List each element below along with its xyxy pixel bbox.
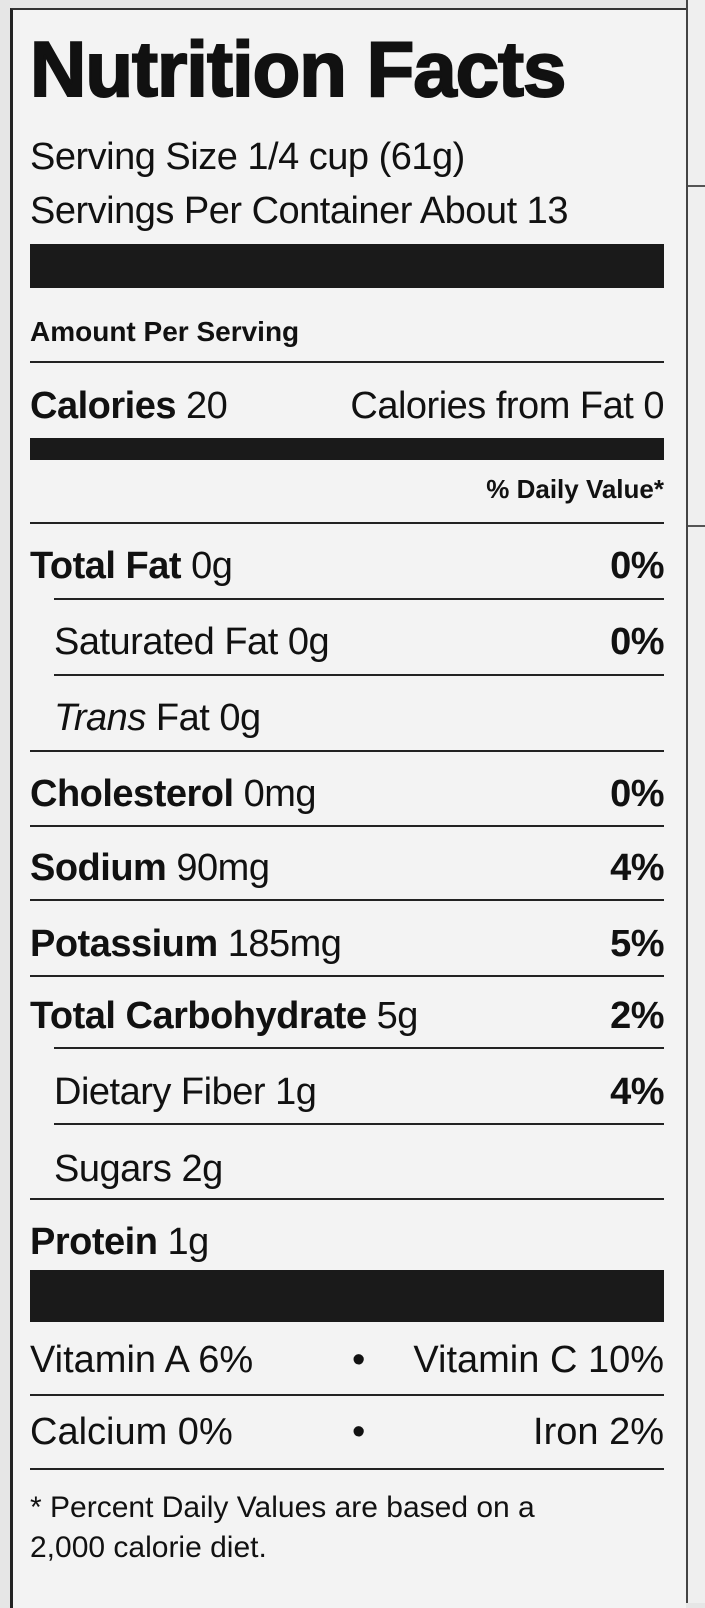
serving-size: Serving Size 1/4 cup (61g) <box>30 136 465 178</box>
nutrient-amount: 2g <box>181 1148 223 1190</box>
nutrient-amount: 0mg <box>243 773 317 815</box>
nutrient-row-total-carbohydrate: Total Carbohydrate 5g 2% <box>30 992 664 1040</box>
medium-divider <box>30 438 664 460</box>
bullet-separator: • <box>352 1411 366 1453</box>
divider <box>30 825 664 827</box>
footnote: * Percent Daily Values are based on a 2,… <box>30 1488 535 1568</box>
nutrient-row-saturated-fat: Saturated Fat 0g 0% <box>30 618 664 666</box>
thick-divider-bottom <box>30 1270 664 1322</box>
nutrient-amount: 1g <box>275 1071 317 1113</box>
nutrient-name: Sodium <box>30 847 167 889</box>
nutrient-daily-value: 5% <box>610 923 664 965</box>
nutrient-name: Dietary Fiber <box>54 1071 266 1113</box>
divider <box>54 1047 664 1049</box>
nutrient-name: Total Fat <box>30 545 182 587</box>
divider <box>54 674 664 676</box>
divider <box>30 522 664 524</box>
vitamin-row-2: Calcium 0% • Iron 2% <box>30 1408 664 1456</box>
nutrient-daily-value: 0% <box>610 773 664 815</box>
divider <box>54 1123 664 1125</box>
nutrient-name: Sugars <box>54 1148 172 1190</box>
panel-divider <box>688 185 705 187</box>
vitamin-row-1: Vitamin A 6% • Vitamin C 10% <box>30 1336 664 1384</box>
divider <box>30 1468 664 1470</box>
vitamin-c: Vitamin C 10% <box>413 1339 664 1381</box>
divider <box>54 598 664 600</box>
calories-from-fat: Calories from Fat 0 <box>350 385 664 427</box>
nutrition-label-content: Nutrition Facts Serving Size 1/4 cup (61… <box>29 10 664 1608</box>
divider <box>30 1198 664 1200</box>
servings-per-container: Servings Per Container About 13 <box>30 190 568 232</box>
vitamin-a: Vitamin A 6% <box>30 1339 254 1381</box>
nutrient-amount: 1g <box>167 1221 209 1263</box>
nutrient-daily-value: 4% <box>610 1071 664 1113</box>
nutrient-amount: 185mg <box>227 923 342 965</box>
thick-divider-top <box>30 244 664 288</box>
nutrient-row-protein: Protein 1g <box>30 1218 664 1266</box>
nutrition-label: Nutrition Facts Serving Size 1/4 cup (61… <box>10 8 686 1608</box>
nutrient-name: Saturated Fat <box>54 621 278 663</box>
divider <box>30 899 664 901</box>
nutrient-name: Potassium <box>30 923 218 965</box>
nutrient-row-potassium: Potassium 185mg 5% <box>30 920 664 968</box>
nutrient-name: Total Carbohydrate <box>30 995 367 1037</box>
nutrient-row-dietary-fiber: Dietary Fiber 1g 4% <box>30 1068 664 1116</box>
footnote-line-2: 2,000 calorie diet. <box>30 1531 267 1564</box>
nutrient-row-total-fat: Total Fat 0g 0% <box>30 542 664 590</box>
panel-divider <box>688 525 705 527</box>
nutrient-row-trans-fat: Trans Fat 0g <box>30 694 664 742</box>
daily-value-header: % Daily Value* <box>486 474 664 504</box>
nutrient-name-italic: Trans <box>54 697 146 739</box>
nutrient-amount: 90mg <box>176 847 270 889</box>
calories-row: Calories 20 Calories from Fat 0 <box>30 382 664 430</box>
divider <box>30 361 664 363</box>
bullet-separator: • <box>352 1339 366 1381</box>
calories-label: Calories <box>30 385 176 427</box>
nutrient-name: Cholesterol <box>30 773 234 815</box>
nutrient-daily-value: 4% <box>610 847 664 889</box>
nutrient-name: Protein <box>30 1221 158 1263</box>
nutrient-daily-value: 0% <box>610 621 664 663</box>
nutrient-amount: 0g <box>191 545 233 587</box>
nutrient-daily-value: 0% <box>610 545 664 587</box>
amount-per-serving: Amount Per Serving <box>30 316 300 347</box>
nutrient-row-sugars: Sugars 2g <box>30 1145 664 1193</box>
divider <box>30 750 664 752</box>
adjacent-panel-edge <box>686 0 705 1603</box>
calcium: Calcium 0% <box>30 1411 233 1453</box>
nutrient-name: Fat <box>155 697 210 739</box>
calories-value: 20 <box>186 385 228 427</box>
label-title: Nutrition Facts <box>29 25 567 113</box>
divider <box>30 975 664 977</box>
nutrient-amount: 5g <box>376 995 419 1037</box>
nutrient-amount: 0g <box>219 697 261 739</box>
nutrient-amount: 0g <box>287 621 330 663</box>
divider <box>30 1394 664 1396</box>
nutrient-row-sodium: Sodium 90mg 4% <box>30 844 664 892</box>
nutrient-row-cholesterol: Cholesterol 0mg 0% <box>30 770 664 818</box>
iron: Iron 2% <box>533 1411 664 1453</box>
footnote-line-1: * Percent Daily Values are based on a <box>30 1491 535 1524</box>
nutrient-daily-value: 2% <box>610 995 664 1037</box>
